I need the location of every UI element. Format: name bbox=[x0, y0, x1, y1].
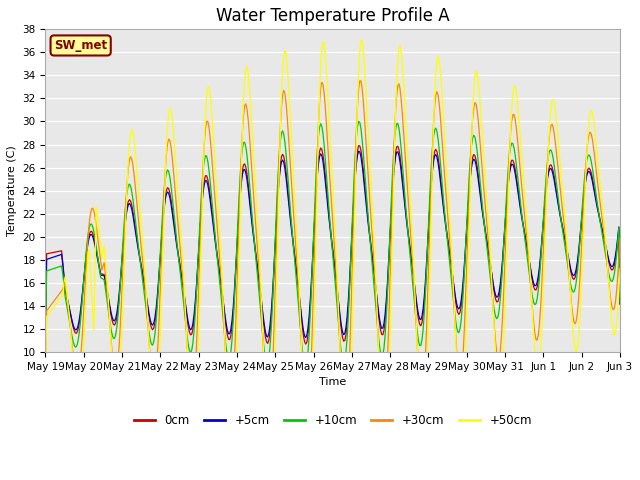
Text: SW_met: SW_met bbox=[54, 39, 108, 52]
X-axis label: Time: Time bbox=[319, 377, 346, 387]
Legend: 0cm, +5cm, +10cm, +30cm, +50cm: 0cm, +5cm, +10cm, +30cm, +50cm bbox=[129, 409, 536, 432]
Y-axis label: Temperature (C): Temperature (C) bbox=[7, 145, 17, 236]
Title: Water Temperature Profile A: Water Temperature Profile A bbox=[216, 7, 449, 25]
